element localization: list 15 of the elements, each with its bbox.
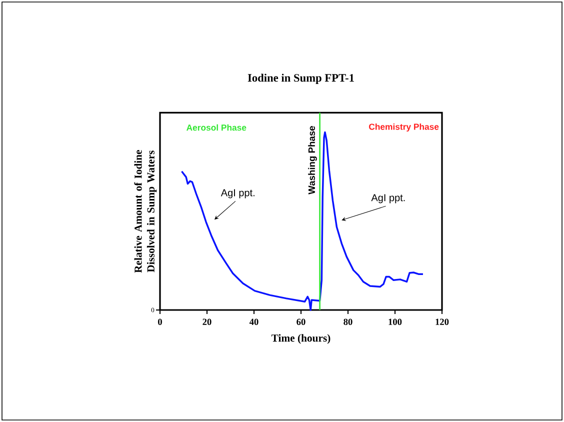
chart-title: Iodine in Sump FPT-1 <box>248 74 354 84</box>
text: Aerosol Phase <box>186 124 246 131</box>
x-tick-label: 80 <box>344 318 352 325</box>
y-axis-title: Relative Amount of Iodine Dissolved in Sump Waters <box>134 150 157 273</box>
annotation: AgI ppt. <box>220 189 254 198</box>
annotation: AgI ppt. <box>371 194 405 204</box>
x-tick-label: 0 <box>158 318 162 325</box>
x-tick-label: 40 <box>249 318 258 325</box>
x-tick-label: 60 <box>296 318 306 325</box>
x-tick-label: 20 <box>202 318 212 325</box>
x-tick-label: 100 <box>388 318 402 325</box>
ref-line-label: Washing Phase <box>308 126 317 194</box>
x-tick-label: 120 <box>436 318 449 325</box>
x-axis-title: Time (hours) <box>271 334 330 344</box>
text: Chemistry Phase <box>369 123 439 132</box>
